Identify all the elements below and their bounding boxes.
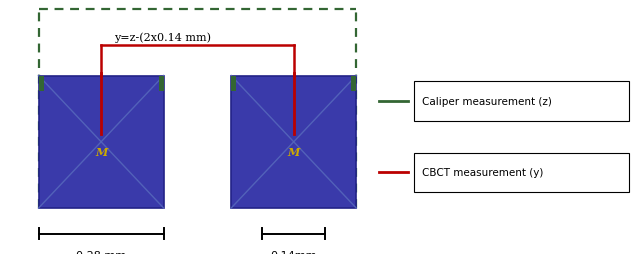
Text: 0.14mm: 0.14mm — [270, 250, 317, 254]
Text: z: z — [193, 0, 202, 3]
Text: M: M — [288, 147, 300, 158]
Text: M: M — [95, 147, 107, 158]
Text: y=z-(2x0.14 mm): y=z-(2x0.14 mm) — [114, 33, 211, 43]
Bar — [231, 76, 236, 91]
Text: 0.28 mm: 0.28 mm — [76, 250, 126, 254]
Text: CBCT measurement (y): CBCT measurement (y) — [422, 168, 543, 178]
Text: Caliper measurement (z): Caliper measurement (z) — [422, 97, 551, 107]
Bar — [414, 153, 629, 193]
Bar — [39, 76, 164, 208]
Bar — [414, 82, 629, 121]
Bar — [39, 76, 44, 91]
Bar — [231, 76, 356, 208]
Bar — [159, 76, 164, 91]
Bar — [351, 76, 356, 91]
